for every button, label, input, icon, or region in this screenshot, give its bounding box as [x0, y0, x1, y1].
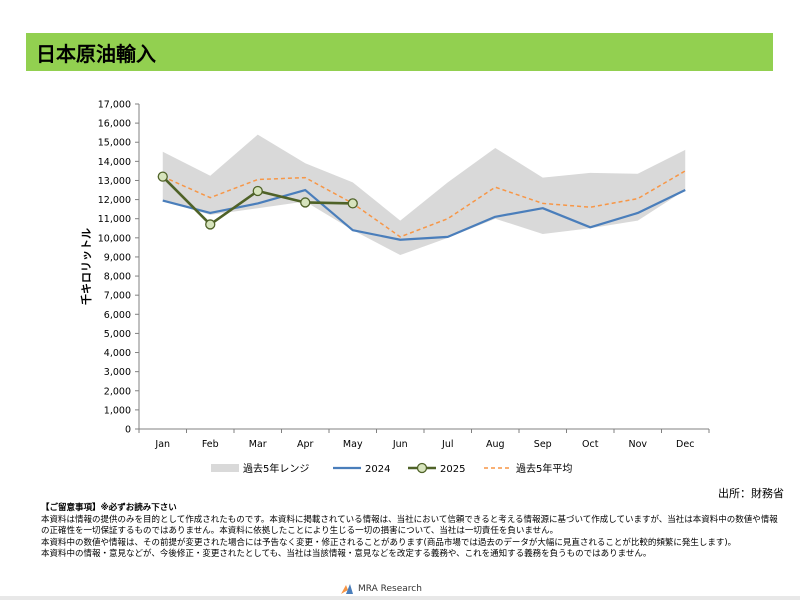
page-title: 日本原油輸入: [36, 42, 156, 66]
disclaimer-line: 本資料中の情報・意見などが、今後修正・変更されたとしても、当社は当該情報・意見な…: [41, 549, 652, 559]
x-tick-label: Apr: [297, 439, 314, 450]
legend-label-2024: 2024: [365, 464, 390, 475]
y-tick-label: 10,000: [98, 233, 131, 244]
y-tick-label: 9,000: [104, 252, 131, 263]
chart-legend: 過去5年レンジ 2024 2025 過去5年平均: [211, 462, 572, 475]
mra-logo-icon: [341, 584, 353, 594]
data-point-2025: [252, 185, 263, 197]
y-tick-label: 14,000: [98, 157, 131, 168]
y-tick-label: 7,000: [104, 291, 131, 302]
legend-swatch-range: [211, 464, 239, 472]
y-tick-label: 15,000: [98, 138, 131, 149]
y-axis-label: 千キロリットル: [79, 228, 93, 305]
legend-label-range: 過去5年レンジ: [243, 462, 309, 475]
data-point-2025: [347, 198, 358, 209]
x-tick-label: Jun: [392, 439, 408, 450]
footer-line: [0, 596, 800, 600]
x-tick-label: Oct: [582, 439, 599, 450]
y-tick-label: 11,000: [98, 214, 131, 225]
data-point-2025: [205, 219, 216, 230]
logo-text: MRA Research: [358, 584, 422, 594]
y-tick-label: 13,000: [98, 176, 131, 187]
data-point-2025: [300, 197, 311, 208]
y-tick-label: 0: [125, 425, 131, 436]
mra-logo: MRA Research: [340, 582, 422, 596]
legend-label-avg: 過去5年平均: [516, 462, 572, 475]
x-tick-label: Mar: [249, 439, 267, 450]
disclaimer-line: 本資料中の数値や情報は、その前提が変更された場合には予告なく変更・修正されること…: [41, 537, 737, 548]
series-line-2024: [162, 188, 686, 241]
y-tick-label: 1,000: [104, 405, 131, 416]
x-tick-label: Jul: [441, 439, 453, 450]
source-note: 出所：財務省: [718, 487, 784, 500]
title-bar: 日本原油輸入: [26, 33, 773, 71]
y-tick-label: 3,000: [104, 367, 131, 378]
y-tick-label: 12,000: [98, 195, 131, 206]
y-tick-label: 2,000: [104, 386, 131, 397]
y-tick-label: 4,000: [104, 348, 131, 359]
x-tick-label: Dec: [676, 439, 694, 450]
crude-import-chart: 0 1,000 2,000 3,000 4,000 5,000 6,000 7,000 8,00…: [79, 100, 710, 475]
series-line-avg: [162, 170, 686, 238]
disclaimer-heading: 【ご留意事項】※必ずお読み下さい: [41, 503, 177, 513]
y-tick-label: 5,000: [104, 329, 131, 340]
disclaimer-line: 本資料は情報の提供のみを目的として作成されたものです。本資料に掲載されている情報…: [41, 514, 778, 537]
x-tick-label: Jan: [154, 439, 170, 450]
x-tick-label: May: [343, 439, 363, 450]
range-band-area: [162, 134, 686, 256]
x-tick-label: Feb: [202, 439, 219, 450]
x-tick-label: Aug: [486, 439, 505, 450]
y-tick-label: 16,000: [98, 119, 131, 130]
y-tick-label: 17,000: [98, 100, 131, 111]
x-tick-label: Sep: [534, 439, 552, 450]
x-tick-label: Nov: [628, 439, 647, 450]
legend-label-2025: 2025: [440, 464, 465, 475]
disclaimer: 【ご留意事項】※必ずお読み下さい 本資料は情報の提供のみを目的として作成されたも…: [41, 503, 781, 561]
legend-marker-2025: [416, 462, 428, 474]
y-tick-label: 8,000: [104, 272, 131, 283]
data-point-2025: [157, 171, 168, 182]
y-tick-label: 6,000: [104, 310, 131, 321]
